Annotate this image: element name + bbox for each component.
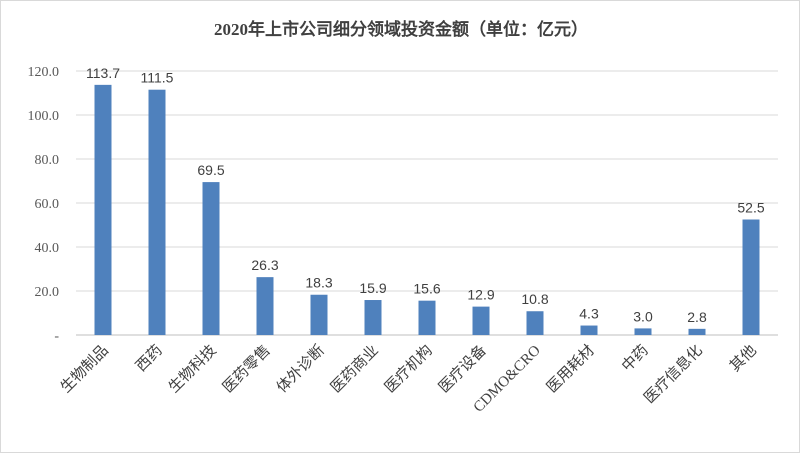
- data-label: 113.7: [86, 65, 120, 81]
- y-tick-label: 80.0: [35, 153, 60, 168]
- bar: [634, 328, 652, 335]
- bar: [472, 306, 490, 335]
- x-tick-label: 医疗设备: [435, 342, 489, 396]
- chart-title: 2020年上市公司细分领域投资金额（单位：亿元）: [214, 20, 588, 39]
- data-label: 111.5: [141, 70, 174, 86]
- data-label: 12.9: [467, 287, 494, 303]
- y-tick-label: 100.0: [28, 109, 60, 124]
- bar: [256, 277, 274, 335]
- bar: [526, 311, 544, 335]
- data-label: 26.3: [251, 257, 278, 273]
- bar: [148, 89, 166, 335]
- x-tick-label: 医用耗材: [543, 342, 597, 396]
- x-tick-label: 体外诊断: [273, 342, 327, 396]
- data-label: 2.8: [687, 309, 707, 325]
- bar: [94, 84, 112, 335]
- data-label: 18.3: [305, 275, 332, 291]
- y-tick-label: 40.0: [35, 241, 60, 256]
- x-tick-label: 医疗机构: [381, 342, 435, 396]
- bar: [688, 328, 706, 335]
- x-tick-label: 医药零售: [219, 342, 273, 396]
- x-tick-label: 医疗信息化: [641, 342, 706, 407]
- x-tick-label: 西药: [133, 342, 166, 375]
- data-label: 4.3: [579, 306, 599, 322]
- x-tick-label: 其他: [727, 342, 760, 375]
- y-tick-label: 60.0: [35, 197, 60, 212]
- bar: [202, 182, 220, 335]
- x-tick-label: 医药商业: [327, 342, 381, 396]
- data-label: 10.8: [521, 291, 548, 307]
- data-label: 15.9: [359, 280, 386, 296]
- x-tick-label: 中药: [619, 342, 652, 375]
- y-tick-label: -: [54, 329, 59, 344]
- data-label: 52.5: [737, 200, 764, 216]
- y-tick-label: 120.0: [28, 65, 60, 80]
- bar: [364, 300, 382, 335]
- bar: [310, 294, 328, 335]
- data-label: 15.6: [413, 281, 440, 297]
- bar: [742, 219, 760, 335]
- data-label: 69.5: [197, 162, 224, 178]
- x-tick-label: 生物科技: [165, 342, 219, 396]
- bar: [580, 325, 598, 335]
- data-label: 3.0: [633, 308, 653, 324]
- y-tick-label: 20.0: [35, 285, 60, 300]
- x-tick-label: 生物制品: [57, 342, 111, 396]
- bar: [418, 300, 436, 335]
